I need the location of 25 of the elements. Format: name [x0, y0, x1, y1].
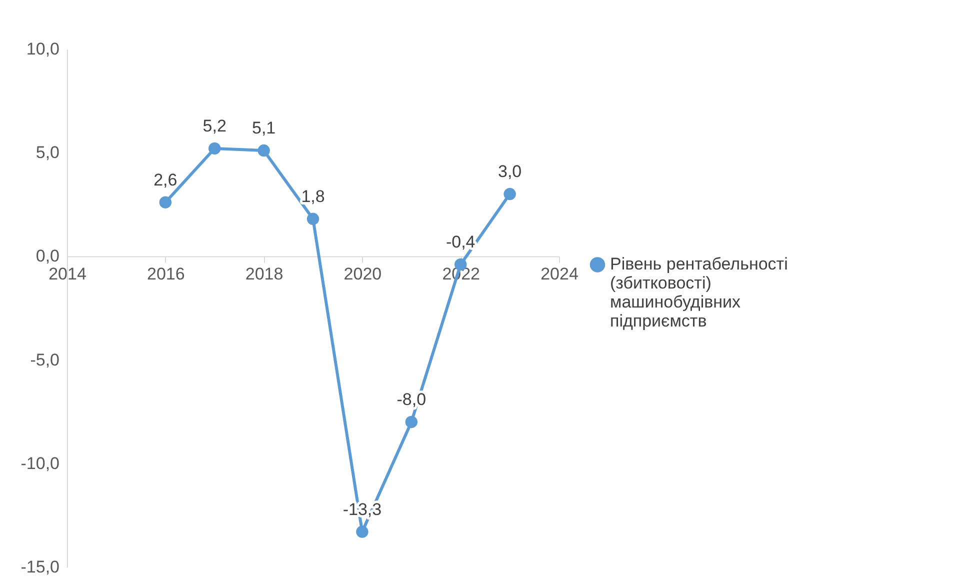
data-label: 3,0: [498, 162, 522, 182]
y-tick-label: 5,0: [36, 143, 60, 162]
y-tick-label: -5,0: [30, 350, 60, 370]
x-tick-label: 2014: [48, 264, 86, 284]
point: [208, 142, 221, 155]
data-label: 5,2: [202, 116, 226, 136]
y-tick-label: 0,0: [36, 246, 60, 266]
legend-label: Рівень рентабельності (збитковості) машинобудівних підприємств: [610, 254, 788, 331]
data-label: -0,4: [446, 232, 476, 252]
point: [504, 188, 516, 200]
point: [405, 416, 418, 428]
x-tick-label: 2024: [540, 264, 578, 284]
point: [159, 196, 172, 208]
y-tick-label: -10,0: [20, 454, 60, 473]
data-label: 5,1: [252, 118, 276, 138]
x-tick-label: 2016: [146, 264, 185, 284]
data-label: 2,6: [154, 170, 178, 190]
y-tick-label: -15,0: [20, 558, 60, 576]
point: [306, 212, 320, 226]
y-tick-label: 10,0: [26, 40, 60, 58]
point: [356, 526, 368, 538]
x-tick-label: 2018: [245, 264, 284, 284]
point: [258, 144, 270, 157]
x-tick-label: 2020: [344, 264, 382, 284]
data-label: 1,8: [301, 186, 325, 206]
